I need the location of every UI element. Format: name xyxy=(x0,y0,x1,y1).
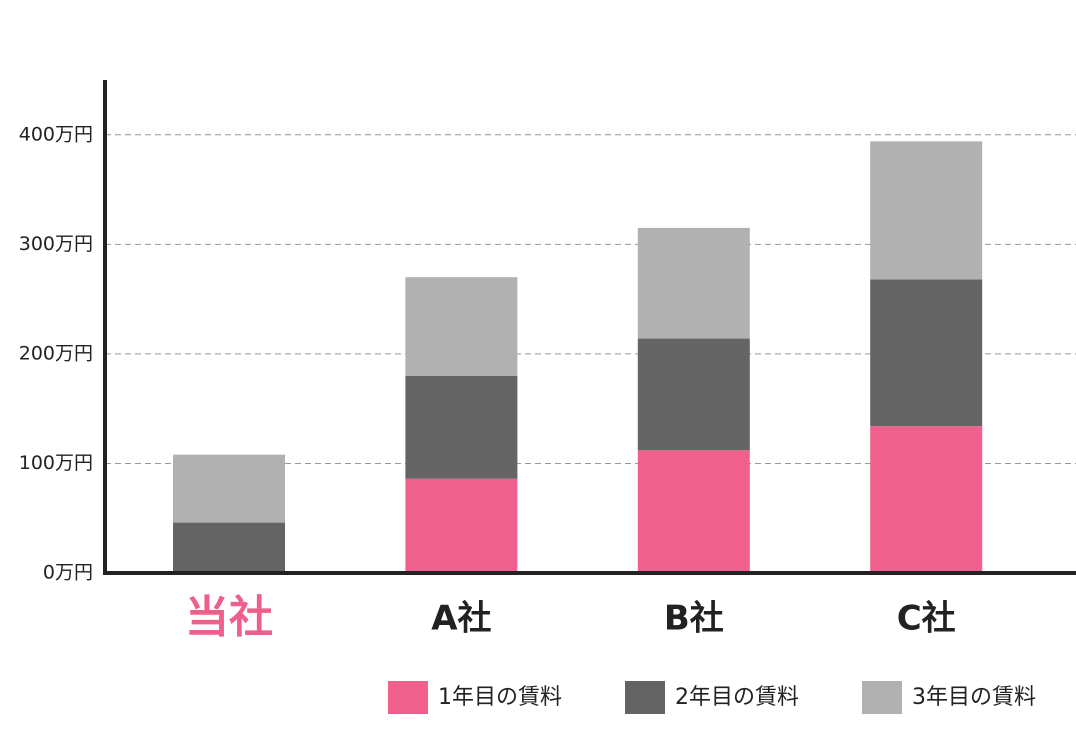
bar-segment xyxy=(405,277,518,376)
x-tick-label: B社 xyxy=(664,599,724,639)
legend-label: 2年目の賃料 xyxy=(675,685,799,710)
bar-segment xyxy=(405,478,518,573)
y-tick-label: 400万円 xyxy=(19,123,93,145)
y-tick-label: 0万円 xyxy=(43,562,93,584)
bar-segment xyxy=(870,426,983,573)
y-tick-label: 200万円 xyxy=(19,342,93,364)
legend-swatch xyxy=(388,681,428,714)
legend-swatch xyxy=(862,681,902,714)
bar-segment xyxy=(173,454,285,523)
legend-label: 1年目の賃料 xyxy=(438,685,562,710)
y-tick-label: 300万円 xyxy=(19,233,93,255)
bar-segment xyxy=(173,522,285,573)
bar-segment xyxy=(870,141,983,280)
legend-swatch xyxy=(625,681,665,714)
bar-segment xyxy=(637,450,750,573)
x-tick-label: A社 xyxy=(431,599,491,639)
bar-segment xyxy=(405,375,518,479)
bar-segment xyxy=(637,338,750,451)
bar-segment xyxy=(637,227,750,339)
x-tick-label: 当社 xyxy=(185,592,273,643)
bar-segment xyxy=(870,279,983,427)
x-tick-label: C社 xyxy=(897,599,956,639)
y-tick-label: 100万円 xyxy=(19,452,93,474)
legend-label: 3年目の賃料 xyxy=(912,685,1036,710)
